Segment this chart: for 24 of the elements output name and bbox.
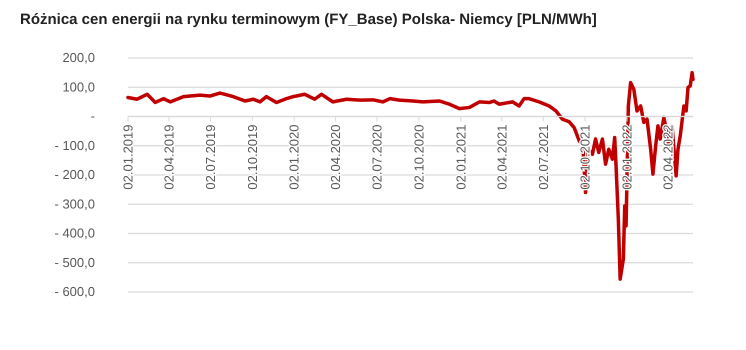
x-tick-label: 02.10.2021 — [578, 124, 593, 190]
x-tick-label: 02.10.2019 — [244, 124, 260, 190]
y-tick-label: - 600,0 — [54, 284, 95, 300]
y-tick-label: - 400,0 — [54, 226, 95, 241]
x-tick-label: 02.04.2022 — [660, 124, 676, 190]
x-tick-label: 02.04.2021 — [494, 124, 510, 190]
x-tick-label: 02.07.2021 — [536, 124, 551, 190]
y-tick-label: - 500,0 — [54, 254, 95, 270]
y-tick-label: - 200,0 — [54, 167, 95, 182]
y-tick-label: - — [90, 108, 95, 124]
y-tick-label: 200,0 — [62, 50, 95, 66]
x-tick-label: 02.04.2019 — [162, 124, 177, 190]
y-tick-label: 100,0 — [62, 79, 95, 94]
x-tick-label: 02.07.2019 — [202, 124, 218, 190]
x-tick-label: 02.10.2020 — [411, 124, 426, 190]
y-tick-label: - 100,0 — [54, 138, 95, 153]
x-tick-label: 02.07.2020 — [370, 124, 385, 190]
x-tick-label: 02.01.2021 — [453, 124, 468, 190]
chart-title: Różnica cen energii na rynku terminowym (FY_Base) Polska- Niemcy [PLN/MWh] — [20, 11, 597, 28]
x-tick-label: 02.01.2022 — [620, 124, 635, 190]
x-tick-label: 02.04.2020 — [328, 124, 344, 190]
y-tick-label: - 300,0 — [54, 196, 95, 212]
x-tick-label: 02.01.2019 — [120, 124, 136, 190]
x-tick-label: 02.01.2020 — [286, 124, 302, 190]
